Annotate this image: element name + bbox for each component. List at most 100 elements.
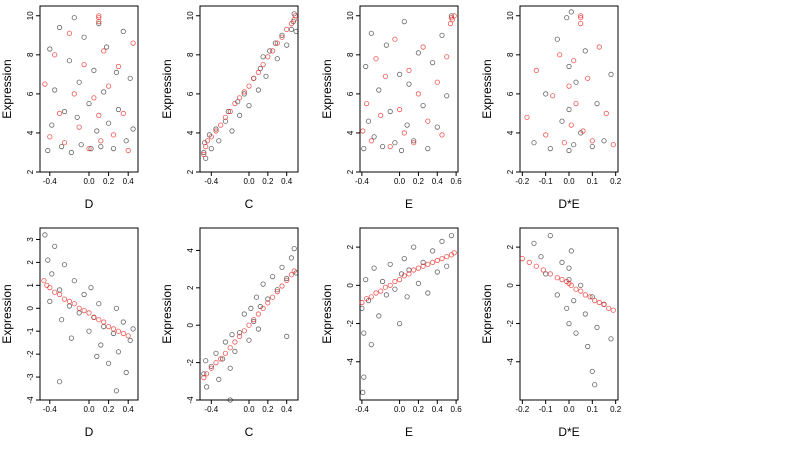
data-point — [237, 112, 243, 119]
data-point — [379, 278, 386, 285]
data-point — [415, 265, 421, 271]
data-point — [269, 294, 276, 300]
data-point — [263, 73, 269, 79]
data-point — [115, 328, 122, 334]
data-point — [86, 310, 92, 316]
data-point — [76, 124, 82, 130]
series-red — [41, 278, 131, 339]
data-point — [260, 54, 266, 60]
data-point — [61, 262, 68, 268]
data-point — [246, 83, 252, 89]
data-point — [415, 91, 421, 97]
data-point — [594, 101, 600, 107]
data-point — [96, 317, 102, 323]
data-point — [284, 333, 290, 339]
data-point — [76, 305, 82, 311]
data-point — [610, 142, 616, 148]
y-tick-label: -4 — [506, 358, 515, 366]
x-axis-title: D — [85, 197, 94, 211]
x-tick-label: 0.2 — [610, 177, 622, 186]
data-point — [288, 272, 294, 278]
data-point — [47, 134, 53, 140]
y-tick-label: -4 — [346, 358, 355, 366]
x-tick-label: 0.0 — [243, 177, 255, 186]
y-tick-label: -2 — [186, 359, 195, 367]
data-point — [130, 326, 136, 332]
data-point — [251, 75, 257, 81]
data-point — [361, 146, 367, 152]
series-black — [45, 15, 136, 156]
data-point — [222, 350, 228, 356]
data-point — [45, 147, 51, 154]
data-point — [125, 147, 131, 154]
data-point — [568, 9, 574, 15]
data-point — [396, 276, 403, 283]
data-point — [260, 305, 266, 311]
series-black — [361, 13, 454, 154]
data-point — [110, 326, 117, 332]
data-point — [91, 314, 97, 320]
x-axis-title: E — [405, 425, 413, 439]
data-point — [406, 271, 412, 277]
data-point — [429, 59, 436, 66]
data-point — [52, 243, 58, 249]
data-point — [241, 89, 247, 95]
data-point — [204, 138, 211, 144]
data-point — [127, 75, 133, 81]
data-point — [371, 265, 377, 271]
data-point — [444, 263, 450, 269]
data-point — [42, 232, 48, 238]
data-point — [571, 58, 577, 64]
data-point — [429, 248, 436, 254]
data-point — [382, 73, 388, 79]
data-point — [533, 67, 539, 74]
data-point — [401, 130, 407, 136]
data-point — [47, 46, 53, 52]
data-point — [47, 298, 53, 304]
series-black — [42, 232, 136, 394]
plot-frame — [39, 227, 139, 401]
x-tick-label: -0.2 — [515, 177, 529, 186]
y-axis-title: Expression — [320, 59, 334, 118]
data-point — [566, 106, 572, 113]
data-point — [568, 282, 574, 288]
data-point — [96, 18, 102, 25]
data-point — [120, 319, 126, 325]
data-point — [387, 144, 393, 150]
data-point — [434, 79, 440, 85]
data-point — [547, 233, 553, 239]
data-point — [566, 83, 572, 89]
data-point — [371, 134, 377, 140]
y-axis-title: Expression — [0, 284, 14, 343]
data-point — [292, 13, 298, 19]
data-point — [237, 95, 243, 101]
data-point — [269, 48, 276, 54]
data-point — [251, 316, 257, 323]
data-point — [71, 91, 77, 97]
data-point — [420, 263, 426, 269]
series-red — [359, 250, 457, 306]
data-point — [45, 257, 51, 263]
data-point — [425, 146, 431, 152]
y-tick-label: 4 — [506, 130, 515, 135]
y-tick-label: 8 — [346, 52, 355, 57]
data-point — [406, 67, 412, 74]
plot-frame — [519, 5, 619, 173]
plot-frame — [359, 5, 459, 173]
x-tick-label: 0.6 — [451, 177, 463, 186]
data-point — [568, 122, 574, 128]
data-point — [543, 91, 549, 97]
y-tick-label: 3 — [26, 237, 35, 242]
data-point — [439, 32, 445, 38]
data-point — [291, 246, 297, 252]
series-red — [519, 255, 616, 313]
data-point — [404, 294, 410, 300]
data-point — [227, 397, 233, 403]
data-point — [98, 138, 104, 144]
data-point — [451, 250, 457, 256]
y-tick-label: 6 — [506, 91, 515, 96]
data-point — [232, 348, 238, 354]
data-point — [519, 255, 525, 262]
y-tick-label: -2 — [26, 350, 35, 358]
y-tick-label: 8 — [506, 52, 515, 57]
